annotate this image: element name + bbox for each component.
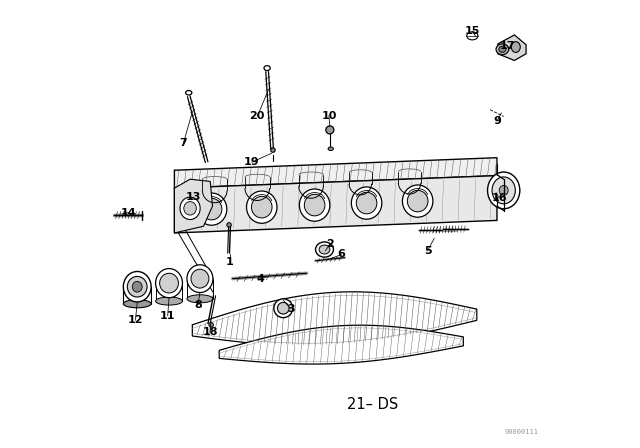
Text: 10: 10 — [321, 111, 337, 121]
Polygon shape — [174, 158, 497, 188]
Text: 21– DS: 21– DS — [348, 396, 399, 412]
Polygon shape — [498, 35, 526, 60]
Ellipse shape — [499, 185, 508, 195]
Ellipse shape — [186, 90, 192, 95]
Ellipse shape — [403, 185, 433, 217]
Ellipse shape — [124, 271, 151, 302]
Ellipse shape — [278, 302, 289, 314]
Text: 15: 15 — [465, 26, 480, 36]
Text: 4: 4 — [257, 274, 265, 284]
Ellipse shape — [467, 32, 478, 40]
Ellipse shape — [274, 299, 292, 318]
Ellipse shape — [132, 281, 142, 292]
Text: 9: 9 — [493, 116, 501, 126]
Polygon shape — [192, 292, 477, 346]
Ellipse shape — [351, 187, 382, 219]
Text: 20: 20 — [250, 112, 265, 121]
Ellipse shape — [159, 273, 179, 293]
Ellipse shape — [492, 177, 515, 204]
Ellipse shape — [156, 297, 182, 305]
Text: 11: 11 — [160, 311, 175, 321]
Text: 3: 3 — [287, 304, 294, 314]
Text: 14: 14 — [120, 208, 136, 218]
Ellipse shape — [209, 323, 213, 327]
Ellipse shape — [187, 295, 213, 303]
Ellipse shape — [316, 242, 333, 257]
Ellipse shape — [180, 197, 200, 220]
Ellipse shape — [246, 191, 277, 223]
Text: 1: 1 — [226, 257, 234, 267]
Text: 7: 7 — [179, 138, 188, 148]
Text: 18: 18 — [202, 327, 218, 337]
Ellipse shape — [271, 148, 275, 152]
Ellipse shape — [305, 194, 325, 216]
Text: 6: 6 — [337, 250, 346, 259]
Ellipse shape — [319, 245, 330, 254]
Ellipse shape — [227, 223, 231, 227]
Ellipse shape — [201, 198, 222, 220]
Ellipse shape — [156, 269, 182, 298]
Ellipse shape — [328, 147, 333, 151]
Polygon shape — [174, 176, 497, 233]
Ellipse shape — [187, 265, 213, 293]
Text: 8: 8 — [195, 300, 202, 310]
Ellipse shape — [488, 172, 520, 209]
Ellipse shape — [356, 192, 377, 214]
Ellipse shape — [408, 190, 428, 212]
Text: 12: 12 — [127, 315, 143, 325]
Text: 16: 16 — [492, 193, 507, 203]
Polygon shape — [174, 179, 212, 233]
Text: 17: 17 — [499, 41, 515, 51]
Ellipse shape — [264, 66, 270, 71]
Ellipse shape — [184, 202, 196, 215]
Text: 19: 19 — [244, 157, 260, 167]
Ellipse shape — [326, 126, 334, 134]
Ellipse shape — [127, 276, 147, 297]
Ellipse shape — [499, 46, 506, 52]
Ellipse shape — [191, 269, 209, 288]
Ellipse shape — [124, 300, 151, 308]
Ellipse shape — [196, 193, 227, 225]
Text: 13: 13 — [186, 192, 202, 202]
Ellipse shape — [511, 42, 520, 52]
Text: 2: 2 — [326, 239, 333, 249]
Ellipse shape — [300, 189, 330, 221]
Text: 00000111: 00000111 — [504, 429, 539, 435]
Ellipse shape — [496, 44, 509, 55]
Polygon shape — [220, 325, 463, 364]
Ellipse shape — [252, 196, 272, 218]
Text: 5: 5 — [424, 246, 431, 256]
